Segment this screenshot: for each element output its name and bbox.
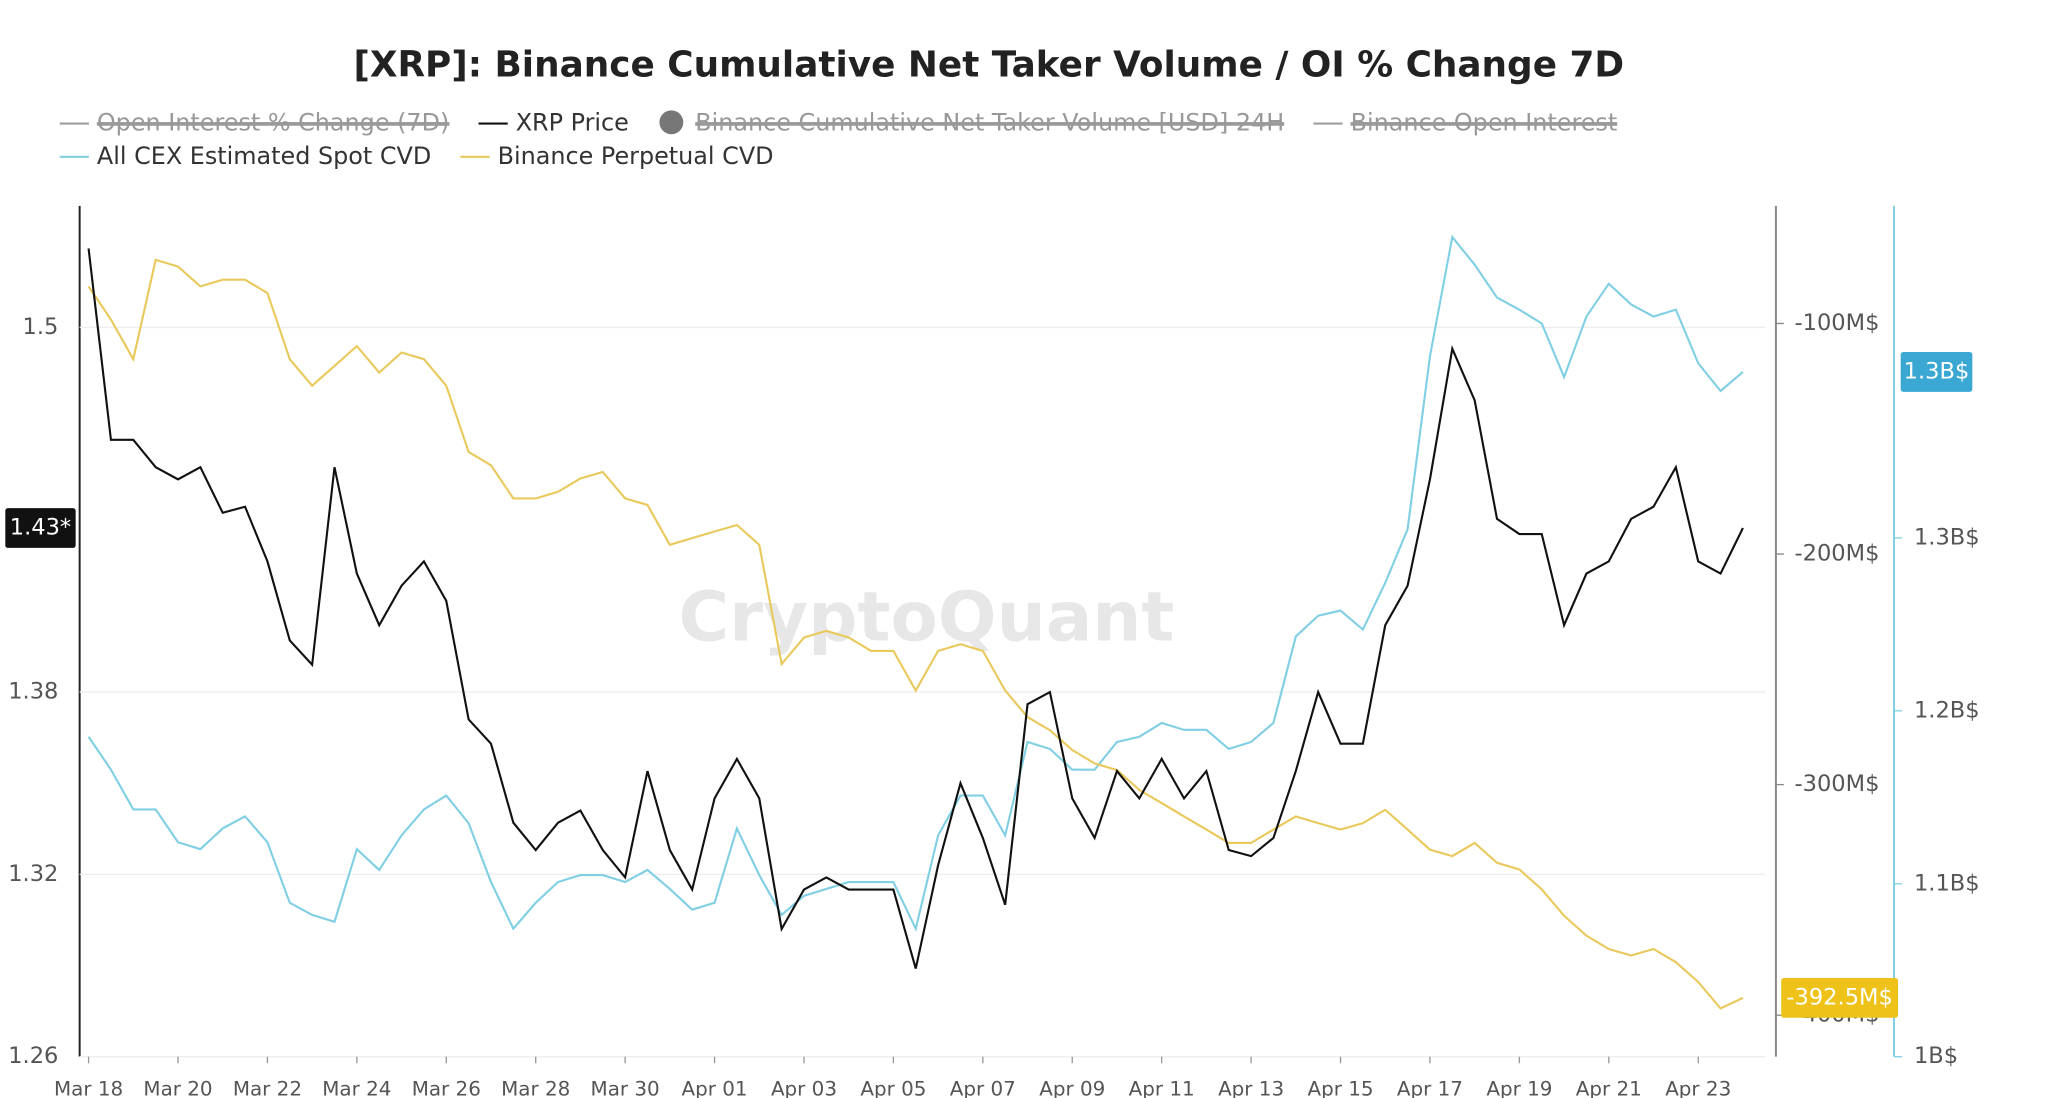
- x-tick-label: Mar 30: [591, 1077, 660, 1098]
- x-tick-label: Apr 21: [1576, 1077, 1642, 1098]
- legend-label: Open Interest % Change (7D): [97, 109, 449, 137]
- legend-label: XRP Price: [516, 109, 629, 137]
- y2-tick-label: -300M$: [1794, 771, 1879, 797]
- value-badge: [5, 508, 76, 548]
- y-tick-label: 1.38: [8, 679, 58, 705]
- value-badge-label: 1.43*: [10, 514, 71, 540]
- line-series: [87, 248, 1744, 969]
- x-tick-label: Apr 11: [1129, 1077, 1195, 1098]
- y3-tick-label: 1B$: [1914, 1043, 1958, 1069]
- value-badge: [1781, 977, 1899, 1018]
- legend-item[interactable]: All CEX Estimated Spot CVD: [59, 142, 432, 170]
- y2-tick-label: -200M$: [1794, 541, 1879, 567]
- legend-label: All CEX Estimated Spot CVD: [97, 142, 431, 170]
- y-tick-label: 1.5: [23, 314, 59, 340]
- x-tick-label: Apr 15: [1307, 1077, 1373, 1098]
- x-tick-label: Apr 07: [950, 1077, 1016, 1098]
- x-tick-label: Apr 23: [1665, 1077, 1731, 1098]
- plot: [87, 234, 1744, 1010]
- legend-label: Binance Perpetual CVD: [498, 142, 774, 170]
- legend-marker: [659, 110, 684, 135]
- chart-title: [XRP]: Binance Cumulative Net Taker Volu…: [353, 45, 1624, 86]
- x-tick-label: Mar 24: [322, 1077, 391, 1098]
- x-tick-label: Mar 18: [54, 1077, 123, 1098]
- x-tick-label: Apr 09: [1039, 1077, 1105, 1098]
- legend: Open Interest % Change (7D) XRP Price Bina…: [59, 109, 1617, 170]
- y-tick-label: 1.26: [8, 1043, 58, 1069]
- x-tick-label: Apr 03: [771, 1077, 837, 1098]
- line-series: [87, 234, 1744, 932]
- x-tick-label: Apr 17: [1397, 1077, 1463, 1098]
- legend-label: Binance Cumulative Net Taker Volume [USD…: [695, 109, 1284, 137]
- line-series: [87, 258, 1744, 1010]
- legend-item[interactable]: Binance Perpetual CVD: [460, 142, 774, 170]
- x-tick-label: Apr 05: [860, 1077, 926, 1098]
- value-badge: [1900, 351, 1973, 392]
- x-tick-label: Apr 19: [1486, 1077, 1552, 1098]
- value-badge-label: -392.5M$: [1786, 984, 1892, 1010]
- legend-item[interactable]: XRP Price: [478, 109, 629, 137]
- y3-tick-label: 1.3B$: [1914, 524, 1980, 550]
- x-tick-label: Apr 01: [682, 1077, 748, 1098]
- x-tick-label: Mar 26: [412, 1077, 481, 1098]
- legend-label: Binance Open Interest: [1351, 109, 1618, 137]
- x-tick-label: Mar 20: [143, 1077, 212, 1098]
- labels: 1.261.321.381.5-100M$-200M$-300M$-400M$1…: [5, 310, 1980, 1098]
- legend-item[interactable]: Binance Open Interest: [1313, 109, 1617, 137]
- x-tick-label: Mar 22: [233, 1077, 302, 1098]
- legend-item[interactable]: Binance Cumulative Net Taker Volume [USD…: [659, 109, 1284, 137]
- y2-tick-label: -100M$: [1794, 310, 1879, 336]
- watermark: CryptoQuant: [679, 577, 1175, 657]
- legend-item[interactable]: Open Interest % Change (7D): [59, 109, 450, 137]
- y3-tick-label: 1.2B$: [1914, 697, 1980, 723]
- grid: [79, 322, 1902, 1064]
- x-tick-label: Apr 13: [1218, 1077, 1284, 1098]
- y-tick-label: 1.32: [8, 861, 58, 887]
- x-tick-label: Mar 28: [501, 1077, 570, 1098]
- value-badge-label: 1.3B$: [1904, 358, 1970, 384]
- y3-tick-label: 1.1B$: [1914, 870, 1980, 896]
